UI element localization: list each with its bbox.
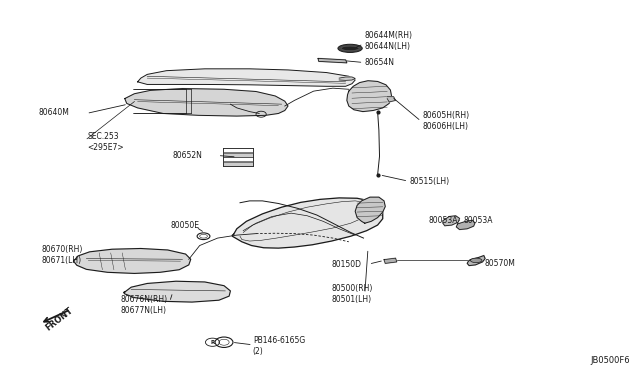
Text: 80500(RH)
80501(LH): 80500(RH) 80501(LH) [332,284,373,304]
Bar [223,157,253,161]
Polygon shape [318,58,347,63]
Text: 80605H(RH)
80606H(LH): 80605H(RH) 80606H(LH) [422,111,470,131]
Text: 80676N(RH)
80677N(LH): 80676N(RH) 80677N(LH) [120,295,168,315]
Text: FRONT: FRONT [44,306,75,333]
Text: 80644M(RH)
80644N(LH): 80644M(RH) 80644N(LH) [365,31,413,51]
Text: SEC.253
<295E7>: SEC.253 <295E7> [87,132,124,152]
Polygon shape [74,248,191,273]
Polygon shape [138,69,355,86]
Polygon shape [443,216,460,226]
Bar [223,148,253,152]
Polygon shape [339,77,355,80]
Polygon shape [124,281,230,302]
Polygon shape [467,256,485,266]
Text: 80053A: 80053A [463,216,493,225]
Text: PB146-6165G
(2): PB146-6165G (2) [253,336,305,356]
Text: 80670(RH)
80671(LH): 80670(RH) 80671(LH) [42,245,83,265]
Bar [223,162,253,166]
Text: 80053A: 80053A [428,216,458,225]
Text: 80652N: 80652N [173,151,203,160]
Ellipse shape [470,258,482,263]
Ellipse shape [338,44,362,52]
Text: 80654N: 80654N [365,58,395,67]
Text: 80570M: 80570M [484,259,515,267]
Text: R: R [211,340,214,345]
Bar [223,153,253,157]
Text: 80640M: 80640M [38,108,69,117]
Polygon shape [125,89,288,116]
Polygon shape [384,258,397,263]
Polygon shape [456,220,475,230]
Text: 80515(LH): 80515(LH) [410,177,450,186]
Text: 80150D: 80150D [332,260,362,269]
Polygon shape [355,197,385,223]
Polygon shape [387,97,396,102]
Polygon shape [232,198,383,248]
Text: JB0500F6: JB0500F6 [591,356,630,365]
Polygon shape [347,81,392,112]
Text: 80050E: 80050E [170,221,199,230]
Ellipse shape [341,46,359,51]
